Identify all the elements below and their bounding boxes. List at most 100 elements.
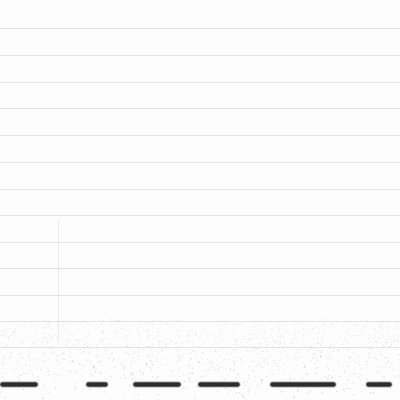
gridline [0,295,400,296]
noise-speck [161,350,163,352]
noise-speck [4,364,6,366]
noise-speck [239,358,241,360]
noise-speck [191,341,193,343]
noise-speck [259,353,261,355]
noise-speck [386,342,388,344]
noise-speck [177,335,179,337]
noise-speck [23,323,25,325]
noise-speck [145,324,147,326]
noise-speck [271,337,273,339]
noise-speck [137,327,139,328]
dark-dash [366,382,392,387]
noise-speck [77,349,79,351]
noise-speck [244,331,246,333]
noise-speck [111,323,113,325]
noise-speck [382,336,384,338]
noise-speck [308,341,310,343]
noise-speck [181,356,183,358]
noise-speck [347,350,349,352]
noise-speck [48,323,50,325]
noise-speck [262,350,264,352]
noise-speck [225,322,226,324]
noise-speck [69,357,71,358]
noise-speck [219,340,221,342]
noise-speck [210,318,212,320]
noise-speck [293,345,295,347]
noise-speck [93,365,95,367]
noise-speck [329,348,331,350]
noise-speck [111,352,113,354]
noise-speck [247,391,249,393]
noise-speck [30,344,32,346]
noise-speck [312,352,314,354]
noise-speck [390,387,392,389]
noise-speck [389,326,391,328]
noise-speck [82,350,84,352]
noise-speck [152,343,154,345]
noise-speck [66,329,68,331]
noise-speck [306,334,308,336]
noise-speck [307,388,309,389]
noise-speck [239,361,241,362]
noise-speck [217,370,219,371]
noise-speck [268,351,270,353]
noise-speck [102,341,104,343]
noise-speck [387,357,389,359]
noise-speck [381,334,383,335]
noise-speck [80,367,82,369]
noise-speck [36,362,38,364]
noise-speck [344,360,346,362]
noise-speck [270,333,272,335]
noise-speck [40,369,42,371]
dark-dash [133,382,181,387]
noise-speck [123,320,125,322]
noise-speck [192,350,194,352]
noise-speck [53,373,55,375]
noise-speck [239,323,241,325]
noise-speck [159,345,161,347]
noise-speck [148,346,150,348]
noise-speck [156,377,157,379]
noise-speck [396,328,398,330]
noise-speck [349,356,351,358]
noise-speck [182,326,184,327]
noise-speck [284,320,286,322]
noise-speck [77,319,79,321]
noise-speck [152,350,154,352]
noise-speck [37,376,39,378]
noise-speck [368,338,370,340]
noise-speck [38,339,40,341]
noise-speck [356,324,358,326]
noise-speck [139,370,141,372]
noise-speck [284,350,286,352]
noise-speck [175,343,176,345]
noise-speck [114,331,116,333]
noise-speck [387,360,389,362]
noise-speck [298,332,300,334]
noise-speck [217,391,219,393]
noise-speck [164,344,166,346]
noise-speck [330,344,332,346]
noise-speck [396,322,398,324]
noise-speck [10,319,12,321]
noise-speck [347,322,349,324]
noise-speck [204,328,205,330]
noise-speck [69,340,70,341]
noise-speck [190,364,192,365]
noise-speck [278,332,280,334]
noise-speck [286,331,288,333]
noise-speck [366,361,368,363]
noise-speck [239,335,240,337]
noise-speck [47,348,49,349]
noise-speck [161,364,162,366]
noise-speck [84,344,85,346]
noise-speck [32,374,33,376]
noise-speck [242,336,244,337]
noise-speck [354,360,356,362]
noise-speck [126,346,128,348]
noise-speck [391,329,393,331]
noise-speck [309,347,311,349]
noise-speck [117,321,119,323]
noise-speck [253,325,255,327]
noise-speck [122,329,124,331]
